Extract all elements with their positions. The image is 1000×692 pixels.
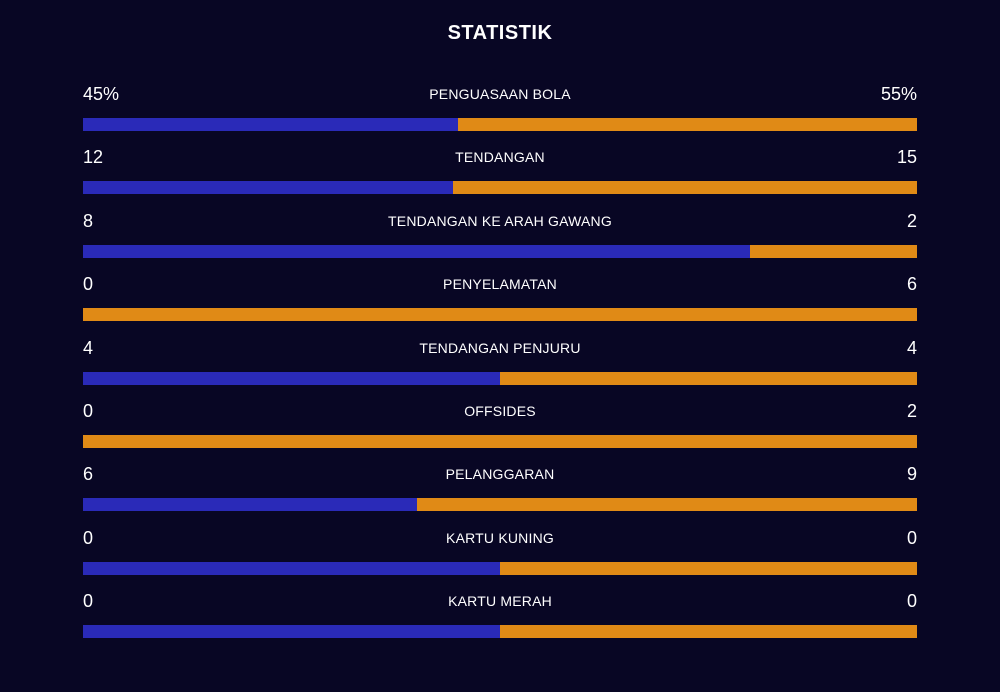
away-value: 0 [906, 591, 917, 612]
stat-label: TENDANGAN [455, 149, 545, 166]
stat-label: KARTU MERAH [448, 593, 552, 610]
away-value: 2 [906, 210, 917, 231]
home-bar-segment [83, 561, 500, 575]
away-bar-segment [458, 118, 917, 131]
stat-row-fouls: 6 PELANGGARAN 9 [83, 460, 917, 523]
home-value: 12 [83, 147, 104, 168]
home-bar-segment [83, 181, 454, 195]
comparison-bar [83, 244, 917, 258]
stat-row-corners: 4 TENDANGAN PENJURU 4 [83, 334, 917, 397]
home-bar-segment [83, 498, 417, 512]
away-value: 6 [906, 274, 917, 295]
stat-row-ball-possession: 45% PENGUASAAN BOLA 55% [83, 80, 917, 143]
stat-row-offsides: 0 OFFSIDES 2 [83, 397, 917, 460]
comparison-bar [83, 625, 917, 639]
comparison-bar [83, 118, 917, 131]
home-value: 4 [83, 337, 94, 358]
stat-label: TENDANGAN PENJURU [419, 339, 581, 356]
home-value: 0 [83, 274, 94, 295]
away-bar-segment [500, 561, 917, 575]
home-value: 0 [83, 527, 94, 548]
comparison-bar [83, 371, 917, 385]
away-value: 4 [906, 337, 917, 358]
home-value: 8 [83, 210, 94, 231]
home-bar-segment [83, 244, 751, 258]
away-value: 9 [906, 464, 917, 485]
comparison-bar [83, 308, 917, 322]
home-value: 6 [83, 464, 94, 485]
home-bar-segment [83, 118, 459, 131]
away-bar-segment [500, 625, 917, 639]
away-value: 55% [880, 84, 917, 104]
away-bar-segment [416, 498, 917, 512]
away-bar-segment [500, 371, 917, 385]
away-bar-segment [750, 244, 917, 258]
away-bar-segment [83, 434, 917, 448]
stat-label: PELANGGARAN [445, 466, 555, 483]
away-bar-segment [83, 308, 917, 322]
home-value: 45% [83, 84, 120, 104]
home-value: 0 [83, 591, 94, 612]
comparison-bar [83, 434, 917, 448]
home-bar-segment [83, 625, 500, 639]
away-value: 0 [906, 527, 917, 548]
stat-label: PENGUASAAN BOLA [429, 86, 571, 102]
home-value: 0 [83, 400, 94, 421]
away-value: 15 [896, 147, 917, 168]
stat-label: KARTU KUNING [446, 529, 554, 546]
comparison-bar [83, 181, 917, 195]
away-value: 2 [906, 400, 917, 421]
away-bar-segment [453, 181, 917, 195]
stat-row-shots-on-target: 8 TENDANGAN KE ARAH GAWANG 2 [83, 207, 917, 270]
stat-row-shots: 12 TENDANGAN 15 [83, 143, 917, 206]
stat-row-saves: 0 PENYELAMATAN 6 [83, 270, 917, 333]
stat-row-yellow-cards: 0 KARTU KUNING 0 [83, 524, 917, 587]
stats-list: 45% PENGUASAAN BOLA 55% 12 TENDANGAN 15 … [83, 80, 917, 651]
home-bar-segment [83, 371, 500, 385]
comparison-bar [83, 498, 917, 512]
stat-label: PENYELAMATAN [443, 276, 557, 293]
page-title: STATISTIK [447, 22, 553, 44]
stat-row-red-cards: 0 KARTU MERAH 0 [83, 587, 917, 650]
comparison-bar [83, 561, 917, 575]
stat-label: OFFSIDES [464, 402, 536, 419]
stat-label: TENDANGAN KE ARAH GAWANG [388, 212, 612, 229]
